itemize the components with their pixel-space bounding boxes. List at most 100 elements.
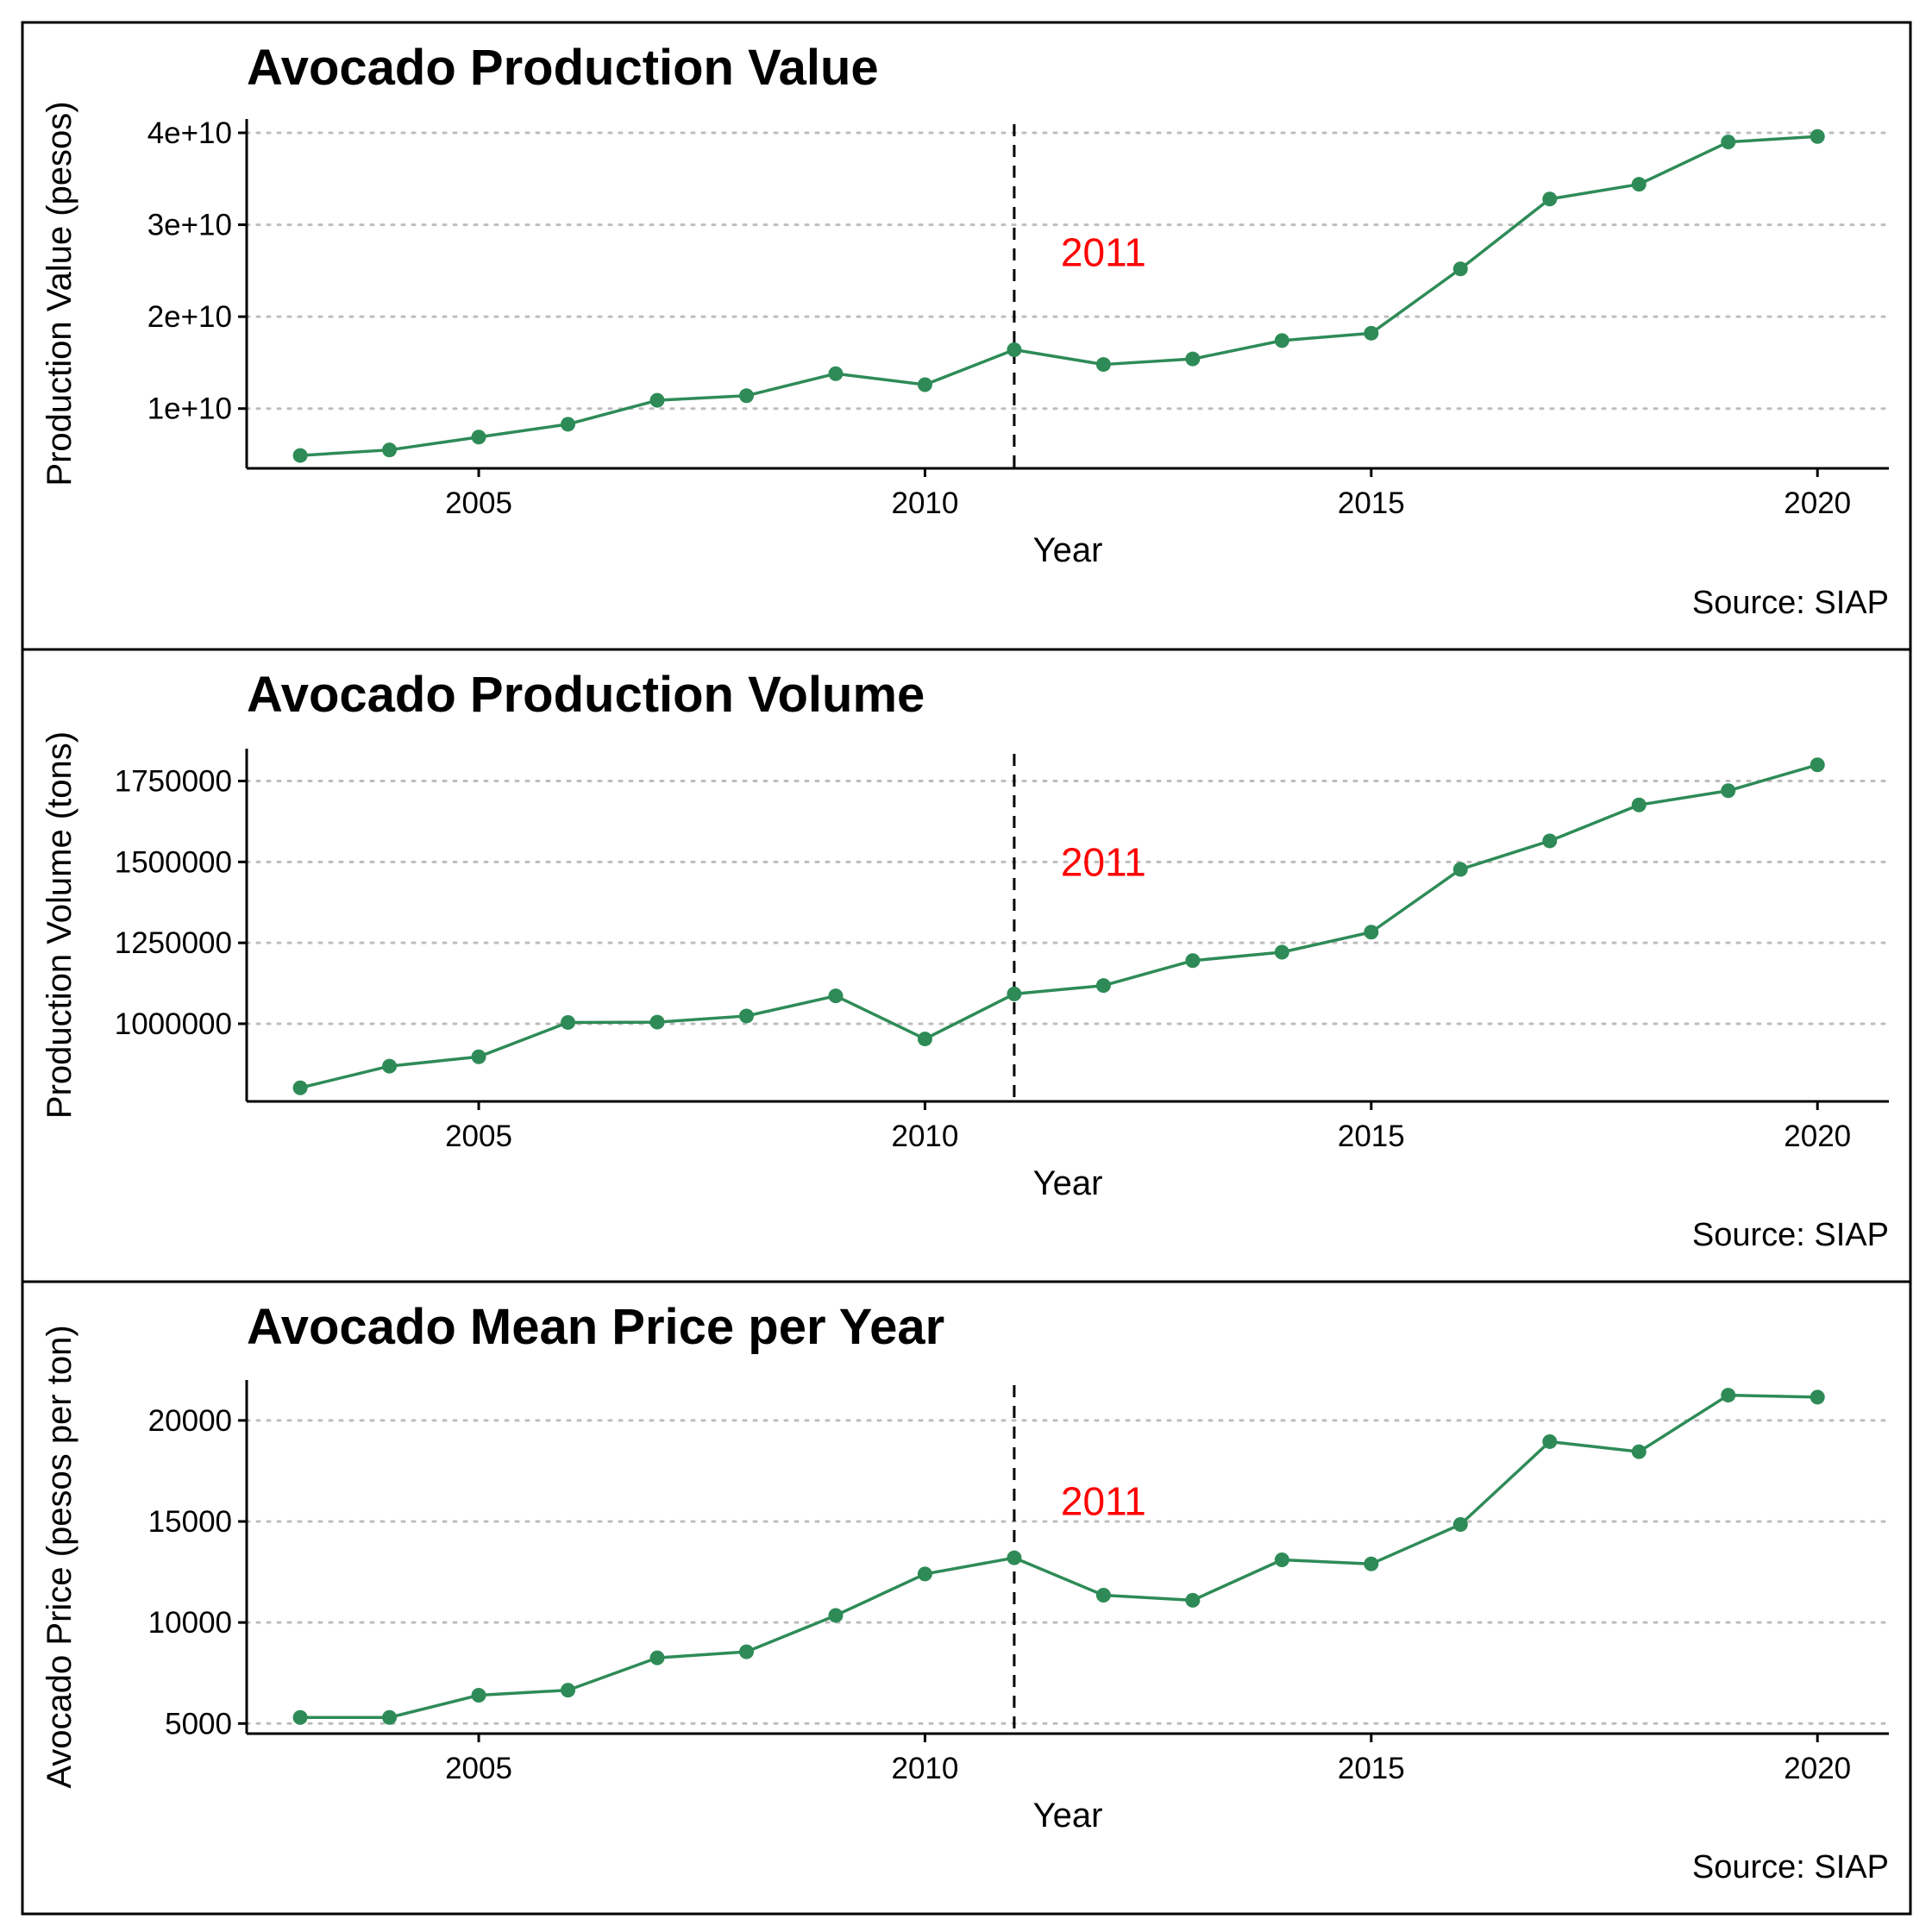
y-tick-label: 3e+10 [147,209,232,242]
annotation-label: 2011 [1061,1479,1146,1524]
data-point [828,988,844,1004]
data-point [471,1049,486,1064]
x-tick-label: 2015 [1338,486,1405,520]
data-point [292,448,308,463]
data-point [1452,862,1468,877]
data-point [1274,333,1289,348]
chart-panel: 1e+10 2e+10 3e+10 4e+10 2005 2010 2015 2020 2011… [21,21,1912,651]
data-point [738,388,754,404]
data-point [292,1709,308,1725]
chart-title: Avocado Production Volume [247,667,925,723]
data-point [1185,953,1201,969]
y-tick-label: 1250000 [115,926,232,960]
y-tick-label: 4e+10 [147,116,232,150]
y-axis-title: Avocado Price (pesos per ton) [41,1325,78,1788]
annotation-label: 2011 [1061,839,1146,884]
data-point [1185,1592,1201,1608]
chart-panel: 5000 10000 15000 20000 2005 2010 2015 2020 2011 A… [21,1280,1912,1916]
data-point [1721,135,1736,150]
data-point [1007,1550,1022,1565]
data-point [1810,129,1825,144]
series-line [299,135,1818,457]
data-point [1364,325,1379,341]
data-point [738,1644,754,1659]
chart-title: Avocado Production Value [247,40,879,96]
data-point [471,1687,486,1703]
x-tick-label: 2005 [445,486,512,520]
data-point [561,1014,576,1030]
y-axis-title: Production Value (pesos) [41,101,78,486]
data-point [561,417,576,432]
y-tick-label: 20000 [148,1404,232,1438]
source-caption: Source: SIAP [1692,585,1889,621]
data-point [1095,357,1111,373]
data-point [1007,342,1022,358]
data-point [561,1683,576,1698]
data-point [382,442,398,458]
y-tick-label: 5000 [165,1707,232,1741]
y-tick-label: 1e+10 [147,392,232,426]
series-line [300,1393,1818,1720]
data-point [1721,783,1736,799]
y-tick-label: 1500000 [115,845,232,879]
data-point [828,366,844,381]
data-point [1631,797,1647,812]
x-tick-label: 2005 [445,1120,512,1153]
y-tick-label: 15000 [148,1505,232,1539]
data-point [1364,1556,1379,1571]
data-point [1810,1389,1825,1405]
chart-panel: 1000000 1250000 1500000 1750000 2005 2010 2015… [21,648,1912,1283]
x-tick-label: 2010 [891,1752,958,1785]
x-axis-title: Year [1033,1164,1103,1202]
data-point [1452,1517,1468,1533]
x-tick-label: 2015 [1338,1120,1405,1153]
data-point [649,1014,665,1030]
data-point [1810,757,1825,773]
source-caption: Source: SIAP [1692,1849,1889,1885]
data-point [1542,1433,1558,1449]
y-axis-title: Production Volume (tons) [41,731,78,1119]
x-tick-label: 2020 [1784,486,1851,520]
data-point [471,430,486,445]
data-point [1542,833,1558,849]
data-point [382,1058,398,1074]
data-point [828,1608,844,1623]
y-tick-label: 1750000 [115,765,232,799]
y-tick-label: 10000 [148,1606,232,1640]
data-point [738,1008,754,1024]
data-point [1007,986,1022,1001]
data-point [917,1032,932,1047]
chart-title: Avocado Mean Price per Year [247,1299,944,1355]
x-tick-label: 2005 [445,1752,512,1785]
annotation-label: 2011 [1061,230,1146,275]
x-tick-label: 2010 [891,486,958,520]
data-point [1274,1552,1289,1568]
data-point [917,1566,932,1582]
data-point [1631,177,1647,192]
x-tick-label: 2010 [891,1120,958,1153]
x-tick-label: 2020 [1784,1120,1851,1153]
data-point [292,1080,308,1095]
data-point [1631,1444,1647,1459]
data-point [1095,978,1111,994]
x-tick-label: 2020 [1784,1752,1851,1785]
data-point [1542,191,1558,207]
data-point [1185,351,1201,367]
x-tick-label: 2015 [1338,1752,1405,1785]
y-tick-label: 2e+10 [147,300,232,334]
data-point [1364,925,1379,940]
data-point [1721,1388,1736,1403]
series-line [299,763,1818,1089]
source-caption: Source: SIAP [1692,1217,1889,1253]
data-point [917,377,932,392]
data-point [649,392,665,408]
data-point [1452,261,1468,277]
x-axis-title: Year [1033,1797,1103,1835]
panel-border [21,1280,1912,1916]
x-axis-title: Year [1033,531,1103,569]
data-point [649,1650,665,1665]
data-point [1095,1588,1111,1603]
data-point [1274,944,1289,960]
